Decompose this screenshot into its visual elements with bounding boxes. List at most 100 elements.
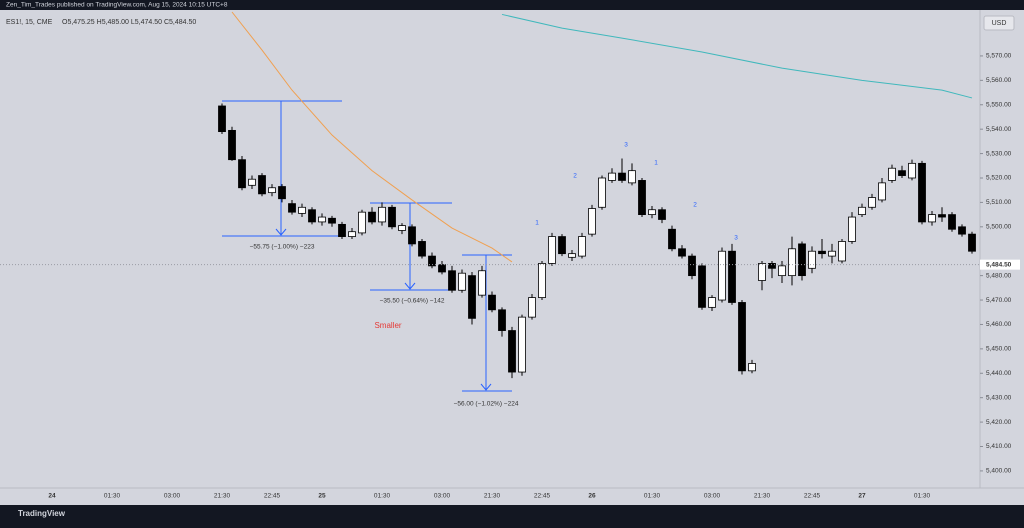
measure-arrowhead	[404, 282, 416, 290]
candle-body	[938, 214, 946, 218]
footer-bar	[0, 505, 1024, 523]
currency-button[interactable]	[983, 15, 1015, 31]
candle-body	[658, 209, 666, 220]
candle-body	[788, 248, 796, 277]
candle-body	[258, 175, 266, 195]
candle-body	[338, 223, 346, 237]
candle-body	[318, 216, 326, 223]
candle-body	[888, 167, 896, 181]
y-tick-label: 5,570.00	[986, 53, 1012, 60]
candle-body	[438, 264, 446, 273]
currency[interactable]: USD	[992, 20, 1007, 27]
y-tick-label: 5,410.00	[986, 443, 1012, 450]
candle-body	[698, 265, 706, 308]
publisher: Zen_Tim_Trades published on TradingView.…	[6, 2, 228, 9]
candle-body	[728, 250, 736, 303]
measure-tools	[222, 100, 512, 392]
symbol-info: ES1!, 15, CME	[6, 19, 53, 26]
candle-body	[598, 177, 606, 208]
candle-body	[398, 225, 406, 231]
annotation: −35.50 (−0.64%) −142	[380, 298, 445, 305]
candle-body	[858, 206, 866, 216]
price-label-box	[980, 259, 1020, 270]
annotation: 1	[654, 160, 658, 167]
candle-body	[848, 216, 856, 242]
candle-body	[828, 250, 836, 257]
annotation: 3	[624, 142, 628, 149]
candle-body	[928, 214, 936, 223]
candle-body	[428, 255, 436, 267]
x-tick-label: 21:30	[484, 493, 501, 500]
candle-body	[558, 236, 566, 255]
y-tick-label: 5,480.00	[986, 272, 1012, 279]
candle-body	[568, 253, 576, 258]
candle-body	[378, 206, 386, 223]
candle-body	[588, 208, 596, 235]
y-tick-label: 5,530.00	[986, 150, 1012, 157]
candle-body	[418, 241, 426, 257]
candle-body	[528, 297, 536, 318]
moving-average-line	[231, 11, 513, 263]
candle-body	[538, 263, 546, 298]
annotation: −56.00 (−1.02%) −224	[454, 401, 519, 408]
candle-body	[498, 309, 506, 331]
x-tick-label: 25	[318, 493, 326, 500]
candle-body	[868, 197, 876, 208]
x-tick-label: 26	[588, 493, 596, 500]
y-tick-label: 5,400.00	[986, 468, 1012, 475]
x-tick-label: 03:00	[704, 493, 721, 500]
candle-body	[298, 206, 306, 214]
candle-body	[748, 363, 756, 372]
candle-body	[468, 275, 476, 319]
candle-body	[618, 172, 626, 181]
candle-body	[638, 180, 646, 216]
candle-body	[578, 236, 586, 257]
candle-body	[798, 243, 806, 277]
price-label: 5,484.50	[986, 261, 1012, 268]
top-bar	[0, 0, 1024, 10]
candle-body	[818, 250, 826, 255]
candle-body	[368, 211, 376, 223]
candle-body	[958, 226, 966, 235]
candle-body	[758, 263, 766, 281]
candle-body	[308, 209, 316, 223]
annotation: Smaller	[374, 321, 401, 330]
candle-body	[218, 105, 226, 133]
annotation: 2	[693, 202, 697, 209]
candle-body	[768, 263, 776, 269]
x-tick-label: 21:30	[754, 493, 771, 500]
x-tick-label: 03:00	[164, 493, 181, 500]
annotation: 1	[535, 220, 539, 227]
x-tick-label: 22:45	[264, 493, 281, 500]
candle-body	[268, 187, 276, 194]
y-tick-label: 5,540.00	[986, 126, 1012, 133]
candle-body	[408, 226, 416, 245]
ohlc-info: O5,475.25 H5,485.00 L5,474.50 C5,484.50	[62, 19, 196, 26]
x-tick-label: 01:30	[914, 493, 931, 500]
x-tick-label: 22:45	[804, 493, 821, 500]
candle-body	[248, 178, 256, 186]
candle-body	[348, 231, 356, 237]
candle-body	[948, 214, 956, 230]
x-tick-label: 01:30	[644, 493, 661, 500]
candle-body	[718, 250, 726, 301]
candle-body	[778, 265, 786, 277]
y-tick-label: 5,520.00	[986, 175, 1012, 182]
candle-body	[908, 162, 916, 179]
y-tick-label: 5,420.00	[986, 419, 1012, 426]
candle-body	[708, 297, 716, 308]
candle-body	[878, 182, 886, 201]
x-tick-label: 21:30	[214, 493, 231, 500]
candle-body	[678, 248, 686, 257]
measure-arrowhead	[275, 228, 287, 236]
x-tick-label: 22:45	[534, 493, 551, 500]
candle-body	[448, 270, 456, 291]
candle-body	[838, 241, 846, 262]
y-tick-label: 5,430.00	[986, 394, 1012, 401]
candle-body	[478, 270, 486, 296]
candle-body	[228, 129, 236, 161]
y-tick-label: 5,560.00	[986, 77, 1012, 84]
y-tick-label: 5,500.00	[986, 224, 1012, 231]
candle-body	[808, 250, 816, 269]
